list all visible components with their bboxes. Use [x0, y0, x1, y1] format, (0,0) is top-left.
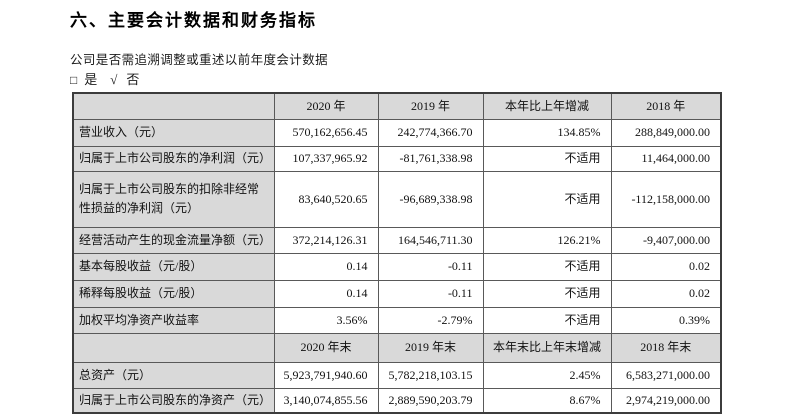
- cell-value: 164,546,711.30: [377, 226, 484, 254]
- row-label: 经营活动产生的现金流量净额（元）: [72, 226, 275, 254]
- col-header-yearend-change: 本年末比上年末增减: [482, 332, 612, 363]
- table-header-row-year-end: 2020 年末 2019 年末 本年末比上年末增减 2018 年末: [72, 332, 722, 363]
- cell-value: 2,974,219,000.00: [610, 387, 722, 414]
- table-row-diluted-eps: 稀释每股收益（元/股） 0.14 -0.11 不适用 0.02: [72, 279, 722, 308]
- row-label: 归属于上市公司股东的净资产（元）: [72, 387, 275, 414]
- table-row-total-assets: 总资产（元） 5,923,791,940.60 5,782,218,103.15…: [72, 361, 722, 389]
- table-row-net-assets: 归属于上市公司股东的净资产（元） 3,140,074,855.56 2,889,…: [72, 387, 722, 414]
- no-label: 否: [126, 72, 140, 87]
- yes-checkbox-icon: □: [70, 73, 78, 87]
- cell-value: 0.02: [610, 252, 722, 281]
- cell-value: -112,158,000.00: [610, 170, 722, 228]
- row-label: 总资产（元）: [72, 361, 275, 389]
- row-label: 加权平均净资产收益率: [72, 306, 275, 334]
- row-label: 归属于上市公司股东的扣除非经常 性损益的净利润（元）: [72, 170, 275, 228]
- row-label: 归属于上市公司股东的净利润（元）: [72, 145, 275, 172]
- table-row-revenue: 营业收入（元） 570,162,656.45 242,774,366.70 13…: [72, 118, 722, 147]
- cell-value: -96,689,338.98: [377, 170, 484, 228]
- cell-value: 2.45%: [482, 361, 612, 389]
- cell-value: 5,782,218,103.15: [377, 361, 484, 389]
- cell-value: 570,162,656.45: [273, 118, 379, 147]
- cell-value: 3.56%: [273, 306, 379, 334]
- cell-value: 11,464,000.00: [610, 145, 722, 172]
- table-header-row-annual: 2020 年 2019 年 本年比上年增减 2018 年: [72, 92, 722, 120]
- cell-value: -2.79%: [377, 306, 484, 334]
- table-row-net-profit-excl-nonrecurring: 归属于上市公司股东的扣除非经常 性损益的净利润（元） 83,640,520.65…: [72, 170, 722, 228]
- cell-value: 126.21%: [482, 226, 612, 254]
- col-header-empty: [72, 332, 275, 363]
- cell-value: 6,583,271,000.00: [610, 361, 722, 389]
- section-heading: 六、主要会计数据和财务指标: [70, 11, 317, 30]
- row-label: 稀释每股收益（元/股）: [72, 279, 275, 308]
- cell-value: -0.11: [377, 252, 484, 281]
- table-row-weighted-avg-roe: 加权平均净资产收益率 3.56% -2.79% 不适用 0.39%: [72, 306, 722, 334]
- col-header-2018-end: 2018 年末: [610, 332, 722, 363]
- col-header-empty: [72, 92, 275, 120]
- table-row-basic-eps: 基本每股收益（元/股） 0.14 -0.11 不适用 0.02: [72, 252, 722, 281]
- yes-label: 是: [84, 72, 98, 87]
- col-header-2020-end: 2020 年末: [273, 332, 379, 363]
- cell-value: 242,774,366.70: [377, 118, 484, 147]
- cell-value: 83,640,520.65: [273, 170, 379, 228]
- row-label: 营业收入（元）: [72, 118, 275, 147]
- cell-value: 134.85%: [482, 118, 612, 147]
- cell-value: 0.02: [610, 279, 722, 308]
- cell-value: 288,849,000.00: [610, 118, 722, 147]
- cell-value: 372,214,126.31: [273, 226, 379, 254]
- col-header-2019: 2019 年: [377, 92, 484, 120]
- financial-indicators-table: 2020 年 2019 年 本年比上年增减 2018 年 营业收入（元） 570…: [72, 92, 722, 414]
- row-label: 基本每股收益（元/股）: [72, 252, 275, 281]
- cell-value: 107,337,965.92: [273, 145, 379, 172]
- cell-value: 不适用: [482, 279, 612, 308]
- col-header-yoy-change: 本年比上年增减: [482, 92, 612, 120]
- cell-value: -81,761,338.98: [377, 145, 484, 172]
- table-row-net-profit: 归属于上市公司股东的净利润（元） 107,337,965.92 -81,761,…: [72, 145, 722, 172]
- table-row-operating-cash-flow: 经营活动产生的现金流量净额（元） 372,214,126.31 164,546,…: [72, 226, 722, 254]
- cell-value: 3,140,074,855.56: [273, 387, 379, 414]
- cell-value: -9,407,000.00: [610, 226, 722, 254]
- col-header-2018: 2018 年: [610, 92, 722, 120]
- cell-value: 8.67%: [482, 387, 612, 414]
- cell-value: 0.14: [273, 252, 379, 281]
- cell-value: 5,923,791,940.60: [273, 361, 379, 389]
- cell-value: 不适用: [482, 252, 612, 281]
- cell-value: -0.11: [377, 279, 484, 308]
- cell-value: 不适用: [482, 306, 612, 334]
- cell-value: 不适用: [482, 170, 612, 228]
- col-header-2019-end: 2019 年末: [377, 332, 484, 363]
- restatement-question: 公司是否需追溯调整或重述以前年度会计数据: [70, 53, 329, 67]
- check-mark-icon: √: [110, 72, 118, 87]
- cell-value: 0.14: [273, 279, 379, 308]
- cell-value: 2,889,590,203.79: [377, 387, 484, 414]
- restatement-answer-line: □ 是 √ 否: [70, 69, 139, 88]
- cell-value: 不适用: [482, 145, 612, 172]
- col-header-2020: 2020 年: [273, 92, 379, 120]
- cell-value: 0.39%: [610, 306, 722, 334]
